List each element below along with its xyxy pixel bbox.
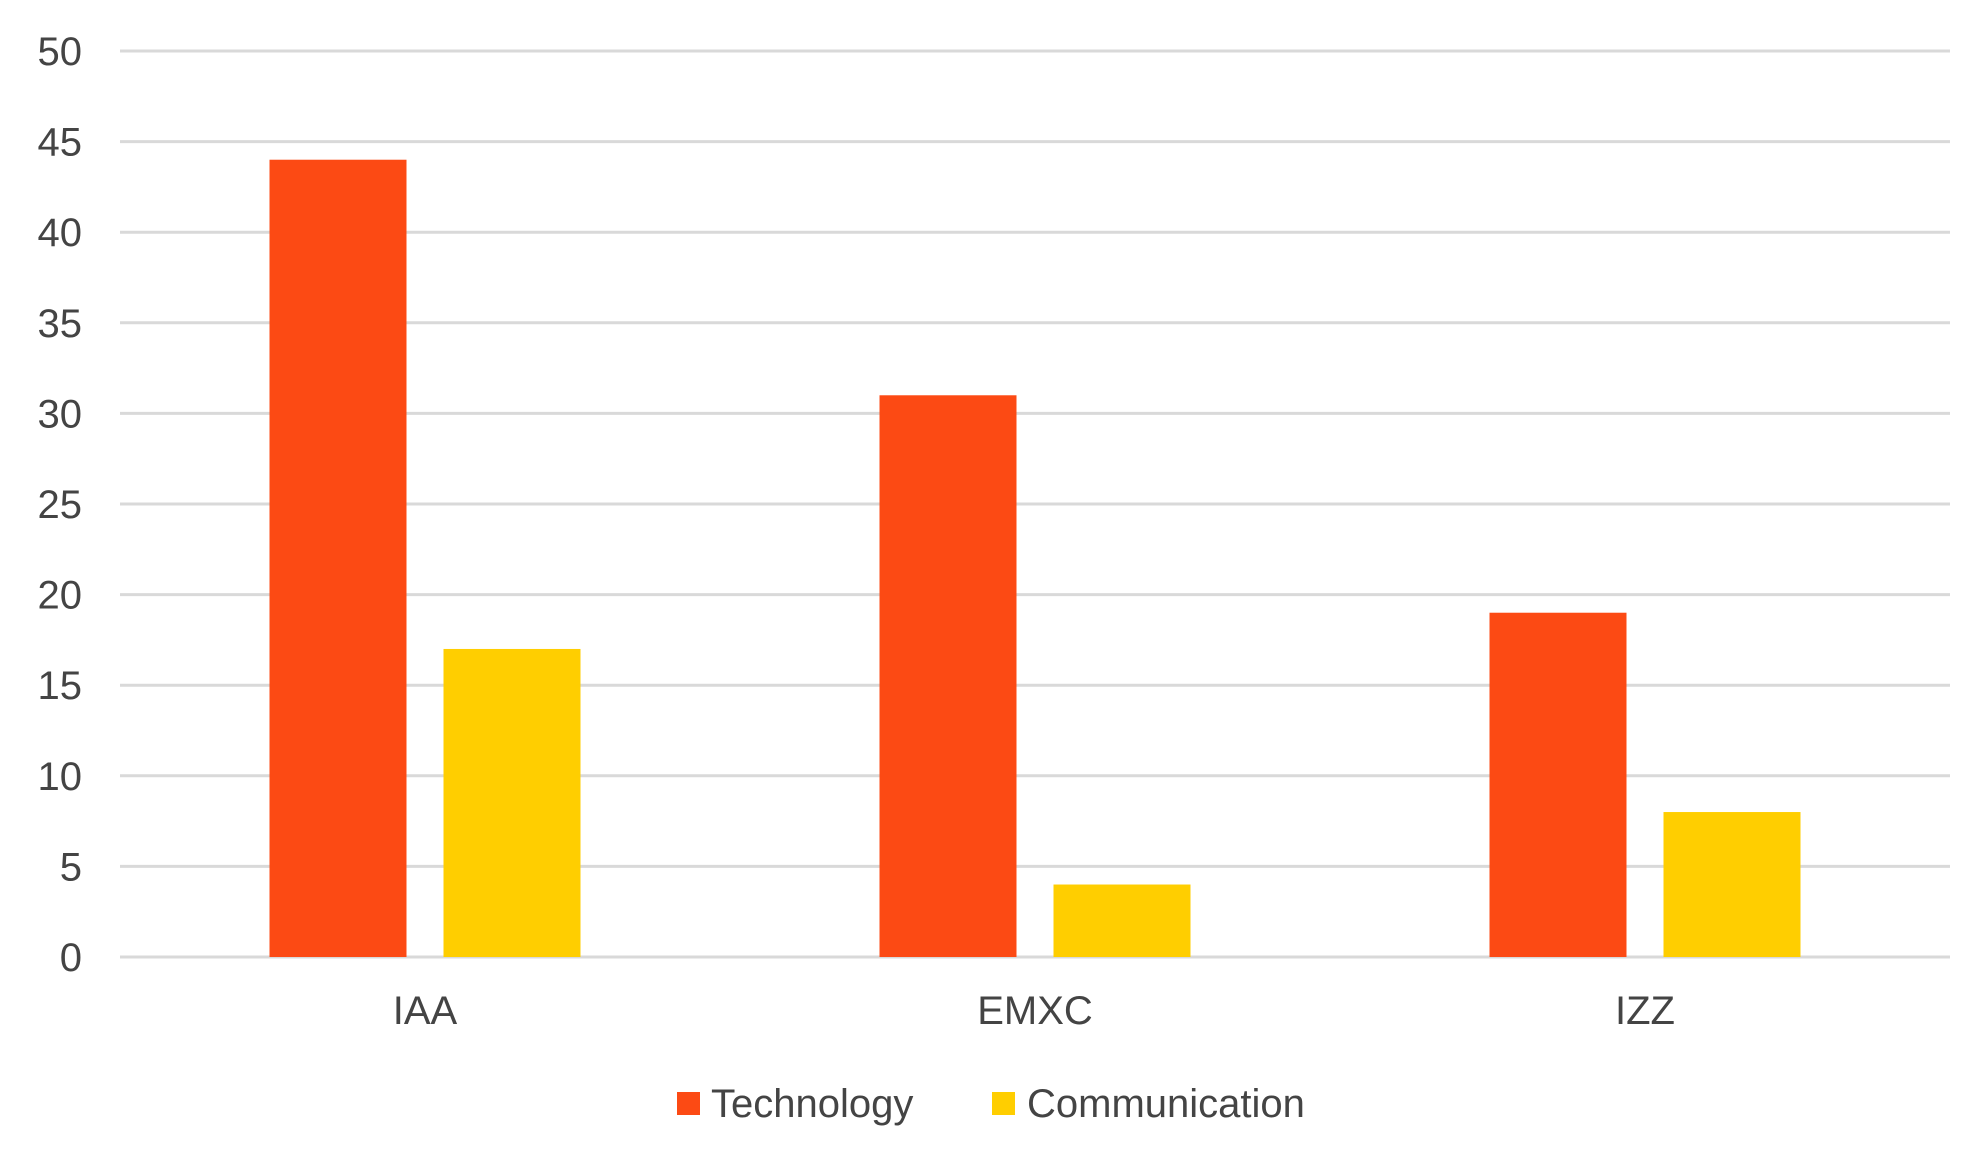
y-tick-label: 15 [38,664,83,708]
y-tick-label: 0 [60,936,82,980]
y-tick-label: 45 [38,121,83,165]
y-tick-label: 5 [60,845,82,889]
y-tick-label: 40 [38,211,83,255]
y-axis-ticks: 0 5 10 15 20 25 30 35 40 45 50 [38,30,83,980]
legend: Technology Communication [677,1082,1305,1126]
y-tick-label: 20 [38,574,83,618]
bar-technology-izz [1489,612,1627,957]
bar-technology-iaa [269,159,407,958]
x-category-label: IZZ [1615,989,1675,1033]
bar-communication-emxc [1053,884,1191,957]
x-category-label: IAA [393,989,458,1033]
bars [269,159,1801,958]
bar-communication-izz [1663,812,1801,957]
bar-communication-iaa [443,648,581,957]
x-category-label: EMXC [977,989,1093,1033]
y-tick-label: 10 [38,755,83,799]
legend-label-communication: Communication [1027,1082,1305,1126]
y-tick-label: 25 [38,483,83,527]
y-tick-label: 30 [38,392,83,436]
gridlines [120,49,1950,959]
y-tick-label: 35 [38,302,83,346]
legend-swatch-technology [677,1092,700,1115]
legend-swatch-communication [992,1092,1015,1115]
x-axis-labels: IAA EMXC IZZ [393,989,1675,1033]
legend-label-technology: Technology [711,1082,913,1126]
y-tick-label: 50 [38,30,83,74]
bar-technology-emxc [879,395,1017,957]
